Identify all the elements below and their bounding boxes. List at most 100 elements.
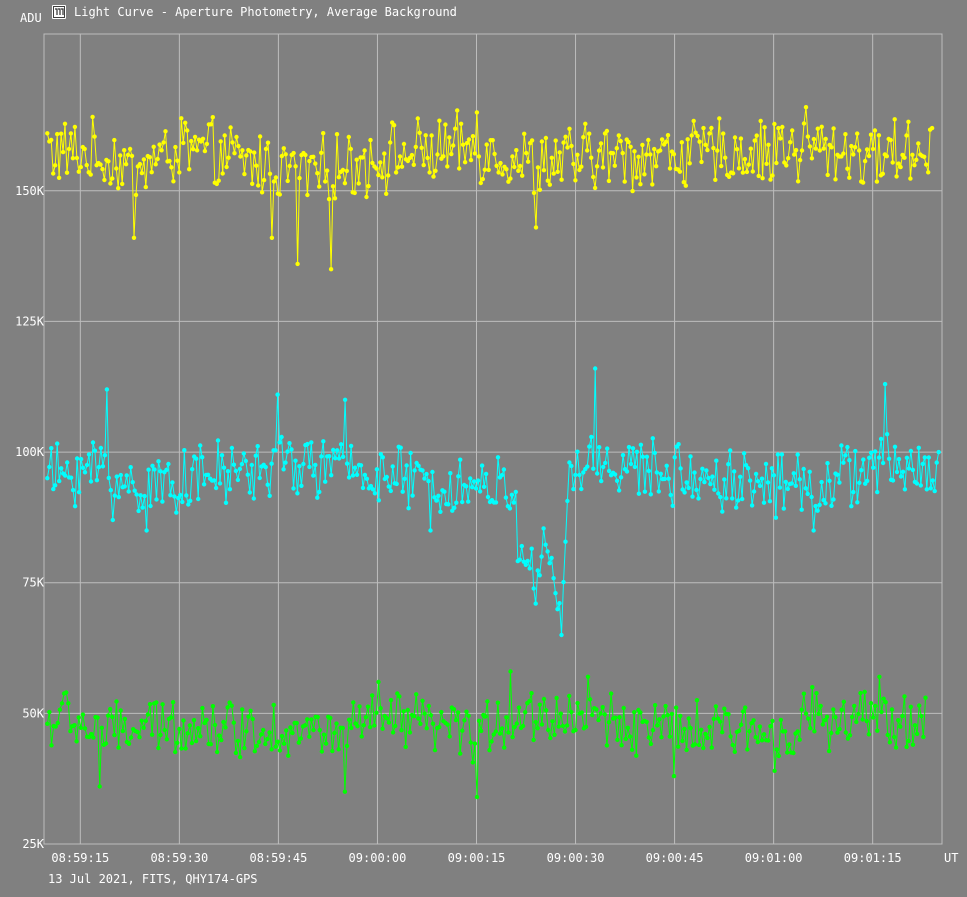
data-point: [936, 449, 941, 455]
data-point: [920, 461, 925, 467]
data-point: [397, 694, 402, 699]
data-point: [703, 142, 708, 147]
data-point: [162, 727, 167, 733]
data-point: [681, 180, 686, 185]
data-point: [411, 714, 417, 719]
data-point: [734, 505, 739, 510]
data-point: [231, 462, 237, 467]
data-point: [622, 179, 627, 184]
data-point: [557, 150, 562, 155]
data-point: [718, 494, 723, 500]
data-point: [867, 455, 872, 460]
data-point: [688, 454, 693, 459]
data-point: [738, 136, 744, 141]
data-point: [638, 442, 644, 447]
data-point: [640, 454, 646, 459]
data-point: [226, 155, 231, 160]
data-point: [531, 190, 537, 196]
data-point: [510, 734, 515, 740]
data-point: [132, 488, 137, 493]
data-point: [837, 480, 842, 485]
data-point: [423, 133, 428, 138]
data-point: [835, 730, 840, 735]
data-point: [307, 158, 312, 164]
data-point: [629, 747, 635, 752]
data-point: [68, 475, 74, 480]
data-point: [172, 494, 177, 499]
data-point: [66, 146, 72, 152]
light-curve-app-icon[interactable]: [52, 5, 66, 19]
data-point: [188, 498, 193, 503]
data-point: [416, 463, 421, 468]
data-point: [198, 734, 203, 739]
data-point: [908, 176, 913, 181]
data-point: [539, 722, 545, 727]
data-point: [476, 154, 482, 159]
data-point: [663, 139, 669, 144]
data-point: [624, 469, 630, 474]
data-point: [922, 455, 927, 460]
data-point: [386, 173, 391, 178]
data-point: [475, 478, 481, 483]
data-point: [192, 134, 198, 140]
data-point: [934, 460, 939, 465]
data-point: [291, 486, 296, 491]
data-point: [287, 441, 292, 446]
data-point: [579, 164, 584, 169]
data-point: [812, 729, 817, 734]
data-point: [537, 187, 543, 192]
data-point: [53, 483, 58, 488]
data-point: [311, 473, 316, 478]
data-point: [78, 456, 84, 462]
data-point: [426, 703, 431, 709]
data-point: [434, 498, 439, 503]
data-point: [730, 496, 735, 501]
data-point: [740, 170, 746, 175]
data-point: [336, 175, 342, 180]
data-point: [902, 694, 907, 699]
data-point: [766, 142, 771, 147]
data-point: [157, 142, 162, 147]
data-point: [835, 472, 840, 477]
data-point: [415, 116, 420, 121]
data-point: [683, 183, 688, 188]
data-point: [296, 740, 301, 745]
data-point: [666, 476, 671, 481]
data-point: [618, 475, 624, 480]
data-point: [872, 128, 878, 133]
data-point: [360, 155, 365, 160]
data-point: [139, 170, 145, 176]
data-point: [550, 719, 555, 724]
data-point: [393, 723, 398, 729]
data-point: [655, 723, 660, 728]
data-point: [845, 736, 851, 741]
data-point: [468, 476, 473, 481]
data-point: [374, 710, 379, 715]
data-point: [893, 745, 899, 750]
data-point: [621, 705, 626, 711]
data-point: [606, 720, 612, 725]
data-point: [74, 739, 79, 744]
data-point: [559, 632, 564, 638]
data-point: [910, 467, 916, 473]
data-point: [301, 461, 306, 467]
data-point: [720, 509, 725, 514]
data-point: [924, 487, 929, 492]
data-point: [512, 724, 517, 730]
data-point: [659, 137, 665, 142]
data-point: [269, 747, 274, 752]
data-point: [766, 738, 771, 743]
data-point: [462, 160, 468, 165]
data-point: [425, 155, 430, 161]
data-point: [143, 184, 148, 190]
data-point: [80, 465, 86, 470]
data-point: [376, 172, 381, 178]
data-point: [589, 155, 594, 160]
data-point: [164, 467, 169, 473]
data-point: [135, 729, 140, 735]
data-point: [249, 462, 254, 468]
data-point: [676, 442, 681, 447]
data-point: [84, 462, 90, 468]
data-point: [494, 163, 499, 168]
data-point: [158, 732, 163, 738]
